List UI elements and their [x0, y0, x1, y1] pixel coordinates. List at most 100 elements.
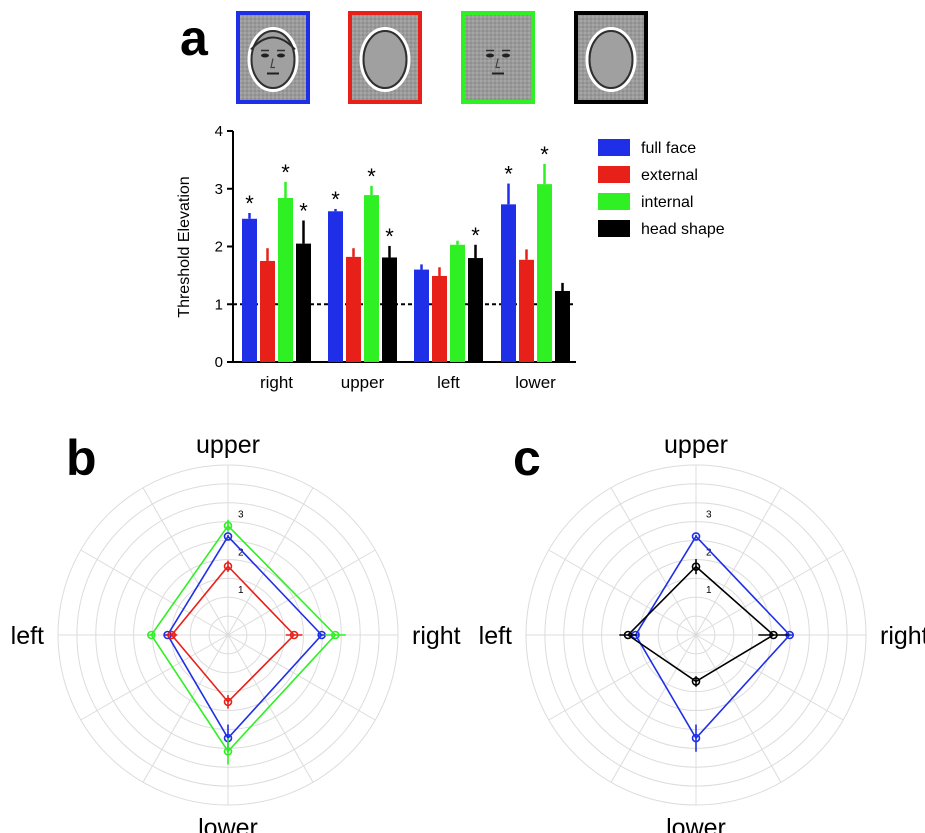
legend: full face external internal head shape — [598, 139, 725, 238]
radar-chart-b: 1 2 3 upper right lower left — [11, 431, 461, 833]
radar-point-internal-lower — [223, 747, 233, 756]
radar-axis-label-left: left — [479, 622, 512, 650]
radar-axis-label-right: right — [412, 622, 461, 650]
radar-chart-c: 1 2 3 upper right lower left — [479, 431, 925, 833]
radar-ring — [544, 483, 848, 787]
panel-letter-b: b — [66, 430, 97, 486]
radar-point-head-shape-upper — [691, 562, 701, 571]
legend-swatch-head-shape — [598, 220, 630, 237]
radar-point-full-face-upper — [223, 532, 233, 541]
radar-ring — [76, 483, 380, 787]
y-tick-label: 4 — [215, 123, 223, 140]
bar-external-upper — [346, 256, 361, 362]
legend-label-head-shape: head shape — [641, 221, 725, 238]
bar-full-face-lower — [501, 204, 516, 362]
bar-external-lower — [519, 259, 534, 362]
radar-spoke — [142, 634, 229, 783]
radar-series-internal — [147, 519, 346, 765]
radar-ring-label: 3 — [706, 510, 712, 521]
bar-external-right — [260, 260, 275, 362]
radar-point-external-left — [167, 630, 177, 640]
y-axis-title: Threshold Elevation — [176, 176, 193, 317]
bar-external-left — [432, 275, 447, 362]
radar-ring — [95, 502, 361, 768]
bar-internal-lower — [537, 184, 552, 362]
facial-features — [486, 49, 510, 75]
head-shape-icon — [574, 11, 648, 104]
radar-ring-label: 2 — [706, 547, 712, 558]
radar-axis-label-upper: upper — [196, 431, 260, 459]
y-tick-label: 0 — [215, 354, 223, 371]
legend-swatch-external — [598, 166, 630, 183]
significance-star: * — [385, 224, 394, 249]
radar-ring-label: 1 — [238, 585, 244, 596]
x-tick-label-right: right — [260, 373, 293, 392]
bar-internal-upper — [364, 195, 379, 362]
head-outline-inner — [250, 30, 296, 89]
legend-label-internal: internal — [641, 194, 693, 211]
radar-spoke — [227, 549, 376, 636]
radar-grid: 1 2 3 — [525, 464, 867, 806]
radar-axis-label-left: left — [11, 622, 44, 650]
radar-point-head-shape-right — [769, 630, 778, 640]
significance-star: * — [245, 191, 254, 216]
radar-spoke — [695, 634, 844, 721]
x-tick-label-lower: lower — [515, 373, 556, 392]
bar-marks: * * * * * * * * * — [242, 142, 570, 362]
radar-spoke — [695, 634, 782, 783]
radar-spoke — [227, 634, 314, 783]
radar-spoke — [142, 487, 229, 636]
head-outline — [585, 27, 637, 92]
y-tick-label: 3 — [215, 181, 223, 198]
radar-spoke — [695, 487, 782, 636]
radar-ring-label: 2 — [238, 547, 244, 558]
radar-ring — [525, 464, 867, 806]
radar-polygon-internal — [150, 524, 337, 753]
radar-ring-label: 3 — [238, 510, 244, 521]
face-thumbnails — [236, 11, 648, 104]
legend-swatch-full-face — [598, 139, 630, 156]
bar-internal-left — [450, 244, 465, 362]
radar-point-full-face-lower — [691, 733, 701, 743]
significance-star: * — [471, 223, 480, 248]
y-tick-label: 2 — [215, 239, 223, 256]
head-outline-inner — [588, 30, 634, 89]
bar-head-shape-upper — [382, 257, 397, 362]
significance-star: * — [281, 160, 290, 185]
legend-label-full-face: full face — [641, 140, 696, 157]
radar-point-internal-left — [147, 630, 156, 640]
radar-ring — [657, 596, 735, 674]
legend-swatch-internal — [598, 193, 630, 210]
radar-spoke — [80, 634, 229, 721]
bar-full-face-upper — [328, 211, 343, 362]
bar-head-shape-right — [296, 243, 311, 362]
radar-point-external-lower — [223, 697, 233, 707]
radar-spoke — [80, 549, 229, 636]
bar-full-face-right — [242, 218, 257, 362]
bar-internal-right — [278, 197, 293, 362]
legend-label-external: external — [641, 167, 698, 184]
radar-point-full-face-upper — [691, 532, 701, 541]
radar-ring — [208, 615, 248, 655]
bar-chart: Threshold Elevation 0 1 2 3 4 right upper left l… — [176, 123, 725, 392]
significance-star: * — [540, 142, 549, 167]
radar-point-external-upper — [223, 561, 233, 571]
significance-star: * — [367, 164, 376, 189]
bar-head-shape-lower — [555, 290, 570, 362]
thumbnail-frame — [461, 11, 535, 104]
y-tick-label: 1 — [215, 296, 223, 313]
radar-spoke — [610, 634, 697, 783]
radar-spoke — [227, 634, 376, 721]
significance-star: * — [504, 162, 513, 187]
radar-point-head-shape-left — [623, 630, 633, 640]
radar-spoke — [548, 634, 697, 721]
significance-star: * — [299, 199, 308, 224]
internal-features-icon — [461, 11, 535, 104]
radar-axis-label-lower: lower — [666, 814, 726, 833]
x-tick-label-upper: upper — [341, 373, 385, 392]
bar-full-face-left — [414, 269, 429, 362]
bar-head-shape-left — [468, 258, 483, 362]
radar-ring — [676, 615, 716, 655]
radar-series-external — [166, 560, 303, 709]
